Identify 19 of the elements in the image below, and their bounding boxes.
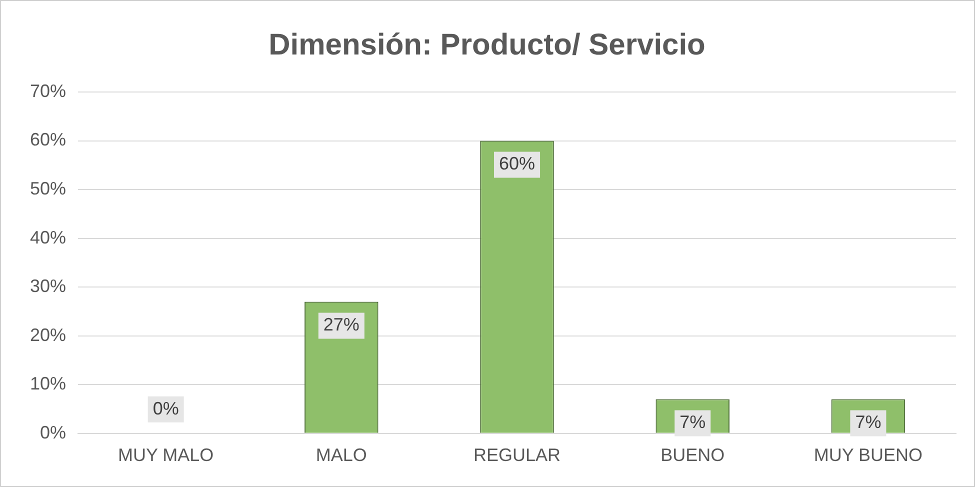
data-label: 7% [855,412,882,432]
y-tick-label: 60% [30,130,66,150]
y-tick-label: 20% [30,324,66,345]
y-tick-label: 70% [30,80,66,101]
chart-title: Dimensión: Producto/ Servicio [268,28,706,62]
data-label: 0% [152,398,179,418]
y-tick-label: 0% [40,422,66,442]
x-tick-label: MUY MALO [118,445,214,466]
y-tick-label: 30% [30,276,66,296]
x-tick-label: BUENO [660,445,725,466]
data-label: 27% [323,314,360,335]
x-tick-label: MALO [316,445,367,466]
x-tick-label: REGULAR [474,445,561,466]
y-tick-label: 10% [30,374,66,394]
x-tick-label: MUY BUENO [814,445,923,466]
y-tick-label: 50% [30,178,66,199]
y-tick-label: 40% [30,227,66,248]
data-label: 60% [499,154,536,174]
data-label: 7% [680,412,706,432]
